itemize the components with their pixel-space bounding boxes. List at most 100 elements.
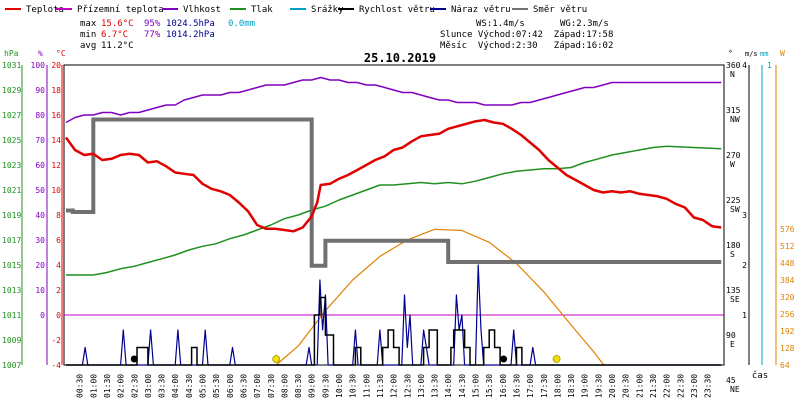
w-tick-3: 384 [780, 276, 795, 285]
stat-humidity-max: 95% [144, 19, 161, 29]
c-tick-10: 0 [56, 311, 61, 320]
c-tick-3: 14 [51, 136, 61, 145]
time-tick-21: 11:00 [362, 374, 371, 398]
time-tick-7: 04:00 [171, 374, 180, 398]
dir-card-7: NE [730, 385, 740, 394]
hpa-tick-10: 1011 [2, 311, 21, 320]
time-tick-1: 01:00 [89, 374, 98, 398]
time-axis: 00:30 01:00 01:30 02:00 02:30 03:00 03:30 04:00… [76, 374, 713, 398]
time-tick-22: 11:30 [376, 374, 385, 398]
pct-tick-5: 50 [35, 186, 45, 195]
time-tick-20: 10:30 [349, 374, 358, 398]
dir-tick-7: 45 [726, 376, 736, 385]
legend-label-1: Přízemní teplota [77, 5, 164, 15]
c-tick-2: 16 [51, 111, 61, 120]
time-tick-10: 05:30 [212, 374, 221, 398]
w-tick-6: 192 [780, 327, 795, 336]
info-block: WS:1.4m/s WG:2.3m/s Slunce Východ:07:42 … [440, 19, 613, 51]
pct-tick-3: 70 [35, 136, 45, 145]
time-tick-25: 13:00 [417, 374, 426, 398]
time-tick-26: 13:30 [431, 374, 440, 398]
hpa-tick-12: 1007 [2, 361, 21, 370]
c-tick-4: 12 [51, 161, 61, 170]
humidity-line [65, 76, 722, 124]
dir-tick-6: 90 [726, 331, 736, 340]
time-tick-23: 12:00 [390, 374, 399, 398]
c-tick-7: 6 [56, 236, 61, 245]
x-axis-label: čas [752, 370, 768, 381]
time-tick-18: 09:30 [321, 374, 330, 398]
c-tick-11: -2 [51, 336, 61, 345]
time-tick-4: 02:30 [130, 374, 139, 398]
astro-markers [130, 355, 561, 363]
time-tick-2: 01:30 [103, 374, 112, 398]
dir-card-4: S [730, 250, 735, 259]
dir-tick-5: 135 [726, 286, 741, 295]
hpa-tick-4: 1023 [2, 161, 21, 170]
stat-temp-avg: 11.2°C [101, 41, 134, 51]
dir-card-5: SE [730, 295, 740, 304]
solar-radiation-line [275, 228, 605, 366]
legend-label-6: Náraz větru [451, 5, 511, 15]
pct-tick-6: 40 [35, 211, 45, 220]
moonset-marker [500, 355, 508, 363]
time-tick-17: 09:00 [308, 374, 317, 398]
dir-unit: ° [728, 49, 733, 58]
stat-temp-min: 6.7°C [101, 30, 128, 40]
legend: Teplota Přízemní teplota Vlhkost Tlak Srážky… [5, 5, 587, 15]
ms-unit: m/s [745, 50, 758, 58]
hpa-tick-8: 1015 [2, 261, 21, 270]
hpa-tick-2: 1027 [2, 111, 21, 120]
pressure-line [66, 145, 722, 276]
time-tick-33: 17:00 [526, 374, 535, 398]
dir-card-6: E [730, 340, 735, 349]
dir-tick-3: 225 [726, 196, 741, 205]
stat-humidity-min: 77% [144, 30, 161, 40]
time-tick-37: 19:00 [581, 374, 590, 398]
c-tick-12: -4 [51, 361, 61, 370]
time-tick-28: 14:30 [458, 374, 467, 398]
time-tick-35: 18:00 [553, 374, 562, 398]
time-tick-46: 23:30 [704, 374, 713, 398]
c-tick-8: 4 [56, 261, 61, 270]
info-sun: Slunce Východ:07:42 Západ:17:58 [440, 30, 613, 40]
ms-tick-1: 3 [742, 211, 747, 220]
time-tick-3: 02:00 [117, 374, 126, 398]
dir-tick-1: 315 [726, 106, 741, 115]
dir-card-2: W [730, 160, 735, 169]
moonrise-marker [130, 355, 138, 363]
ms-tick-0: 4 [742, 61, 747, 70]
time-tick-8: 04:30 [185, 374, 194, 398]
stat-label-max: max [80, 19, 97, 29]
pct-tick-4: 60 [35, 161, 45, 170]
time-tick-32: 16:30 [512, 374, 521, 398]
time-tick-11: 06:00 [226, 374, 235, 398]
w-unit: W [780, 49, 785, 58]
time-tick-15: 08:00 [280, 374, 289, 398]
hpa-tick-6: 1019 [2, 211, 21, 220]
time-tick-14: 07:30 [267, 374, 276, 398]
c-tick-6: 8 [56, 211, 61, 220]
mm-unit: mm [760, 50, 768, 58]
plot-frame [63, 64, 725, 366]
time-tick-43: 22:00 [663, 374, 672, 398]
hpa-tick-7: 1017 [2, 236, 21, 245]
info-wind-speed: WS:1.4m/s [476, 19, 525, 29]
hpa-unit: hPa [4, 49, 19, 58]
hpa-tick-3: 1025 [2, 136, 21, 145]
time-tick-41: 21:00 [635, 374, 644, 398]
pct-tick-10: 0 [40, 311, 45, 320]
plot-border [63, 64, 725, 366]
time-tick-39: 20:00 [608, 374, 617, 398]
stat-label-min: min [80, 30, 96, 40]
time-tick-16: 08:30 [294, 374, 303, 398]
dir-tick-2: 270 [726, 151, 741, 160]
w-tick-2: 448 [780, 259, 795, 268]
w-tick-1: 512 [780, 242, 795, 251]
pct-unit: % [38, 49, 43, 58]
w-tick-8: 64 [780, 361, 790, 370]
hpa-tick-11: 1009 [2, 336, 21, 345]
series-layer [64, 76, 722, 366]
w-tick-5: 256 [780, 310, 795, 319]
hpa-tick-9: 1013 [2, 286, 21, 295]
